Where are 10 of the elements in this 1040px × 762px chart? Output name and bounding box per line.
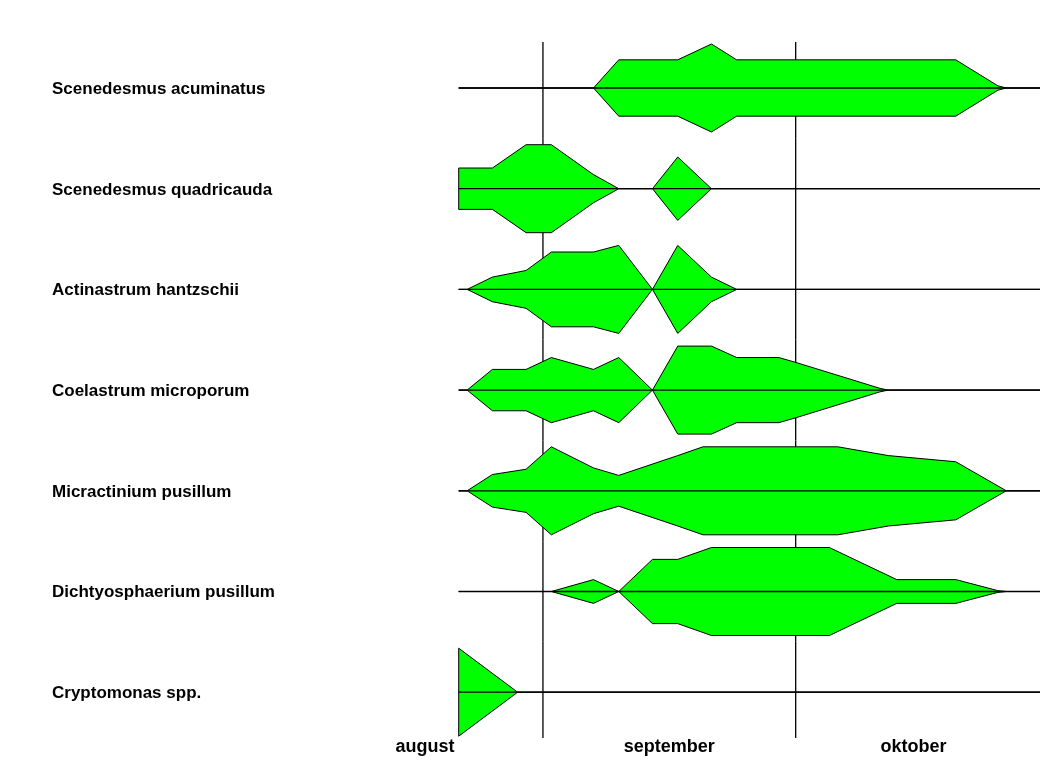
y-axis-title: Dichtyosphaerium pusillum <box>52 582 275 602</box>
x-tick-label: august <box>395 736 455 756</box>
y-axis-title: Actinastrum hantzschii <box>52 280 240 300</box>
y-axis-title: Cryptomonas spp. <box>52 683 202 703</box>
x-tick-label: oktober <box>880 736 947 756</box>
x-tick-label: september <box>623 736 715 756</box>
y-axis-title: Coelastrum microporum <box>52 381 250 401</box>
y-axis-title: Micractinium pusillum <box>52 481 232 501</box>
y-axis-title: Scenedesmus quadricauda <box>52 179 273 199</box>
y-axis-title: Scenedesmus acuminatus <box>52 78 266 98</box>
